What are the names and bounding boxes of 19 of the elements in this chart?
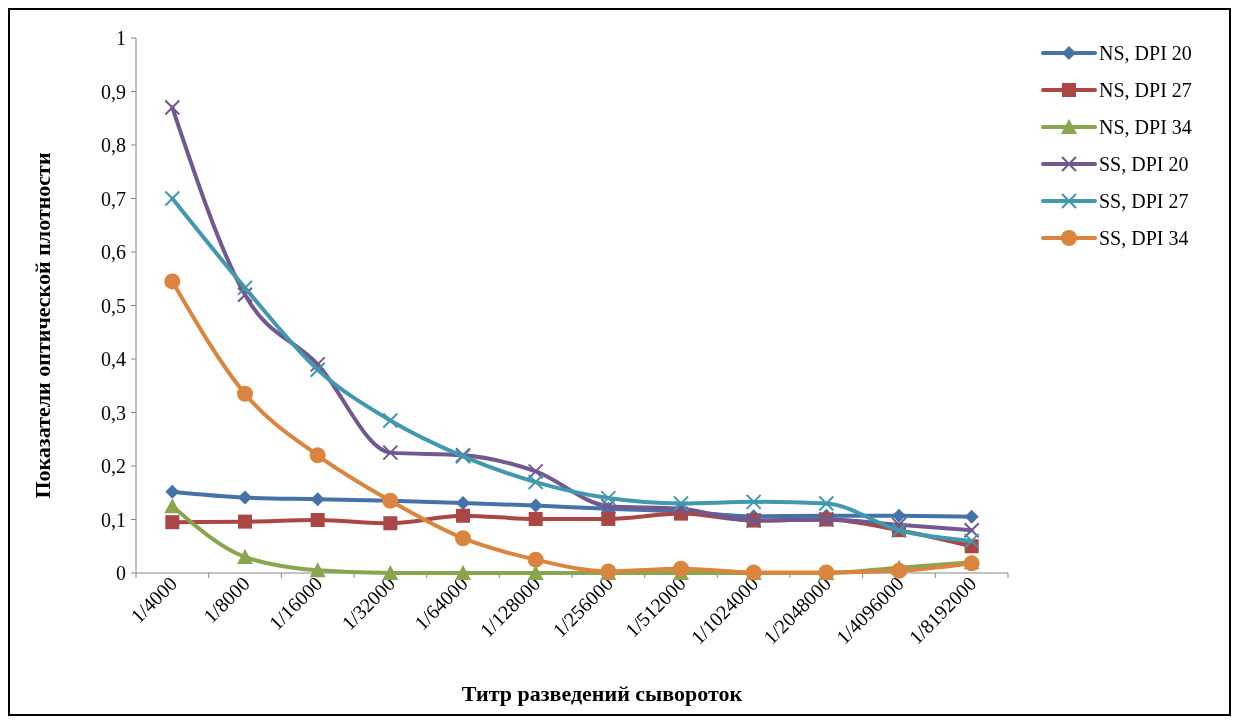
y-tick-label: 0,4 (101, 348, 126, 370)
y-tick-label: 0,2 (101, 455, 126, 477)
y-tick-label: 1 (116, 27, 126, 49)
y-axis-title: Показатели оптической плотности (30, 152, 55, 499)
legend-label: SS, DPI 20 (1099, 153, 1189, 175)
y-tick-label: 0,6 (101, 241, 126, 263)
legend-label: SS, DPI 34 (1099, 227, 1189, 249)
legend-label: NS, DPI 27 (1099, 79, 1192, 101)
legend-label: SS, DPI 27 (1099, 190, 1189, 212)
y-tick-label: 0,9 (101, 80, 126, 103)
legend-label: NS, DPI 34 (1099, 116, 1192, 138)
legend-label: NS, DPI 20 (1099, 42, 1192, 64)
y-tick-label: 0,8 (101, 134, 126, 156)
y-tick-label: 0,3 (101, 401, 126, 424)
y-tick-label: 0,5 (101, 294, 126, 317)
y-tick-label: 0 (116, 562, 126, 584)
y-tick-label: 0,7 (101, 187, 126, 210)
y-tick-label: 0,1 (101, 508, 126, 531)
x-axis-title: Титр разведений сывороток (461, 681, 743, 706)
